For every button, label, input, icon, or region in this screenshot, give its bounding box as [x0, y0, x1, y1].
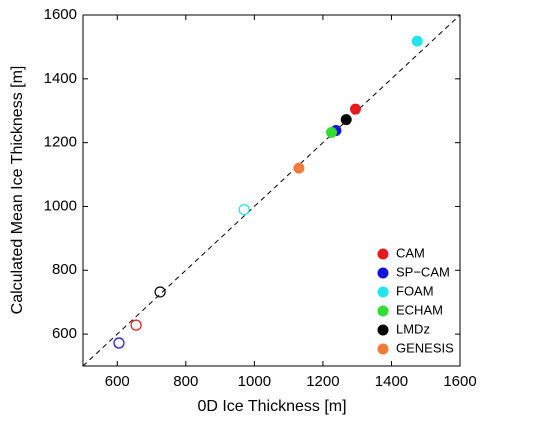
point — [238, 204, 250, 216]
x-tick-label: 600 — [105, 373, 130, 390]
legend-marker — [377, 286, 389, 298]
legend-label: GENESIS — [396, 340, 454, 355]
x-tick-label: 1200 — [306, 373, 339, 390]
legend-marker — [377, 248, 389, 260]
y-tick-label: 1200 — [44, 134, 77, 151]
x-tick-label: 1600 — [443, 373, 476, 390]
x-axis-label: 0D Ice Thickness [m] — [197, 398, 346, 415]
plot-frame — [82, 14, 461, 367]
x-tick-label: 1000 — [238, 373, 271, 390]
legend-marker — [377, 343, 389, 355]
y-axis-label: Calculated Mean Ice Thickness [m] — [9, 66, 26, 315]
x-tick-label: 1400 — [375, 373, 408, 390]
legend-marker — [377, 267, 389, 279]
legend-label: CAM — [396, 245, 425, 260]
y-tick-label: 1400 — [44, 70, 77, 87]
point — [293, 162, 305, 174]
legend-label: SP−CAM — [396, 264, 450, 279]
one-to-one-line — [82, 14, 461, 367]
legend-marker — [377, 305, 389, 317]
point — [340, 114, 352, 126]
point — [325, 126, 337, 138]
point — [154, 286, 166, 298]
legend-marker — [377, 324, 389, 336]
y-tick-label: 1600 — [44, 6, 77, 23]
point — [130, 319, 142, 331]
y-tick-label: 1000 — [44, 197, 77, 214]
x-tick-label: 800 — [173, 373, 198, 390]
point — [411, 35, 423, 47]
y-tick-label: 600 — [52, 325, 77, 342]
legend-label: FOAM — [396, 283, 434, 298]
legend-label: ECHAM — [396, 302, 443, 317]
y-tick-label: 800 — [52, 261, 77, 278]
point — [349, 103, 361, 115]
legend-label: LMDz — [396, 321, 430, 336]
point — [113, 337, 125, 349]
